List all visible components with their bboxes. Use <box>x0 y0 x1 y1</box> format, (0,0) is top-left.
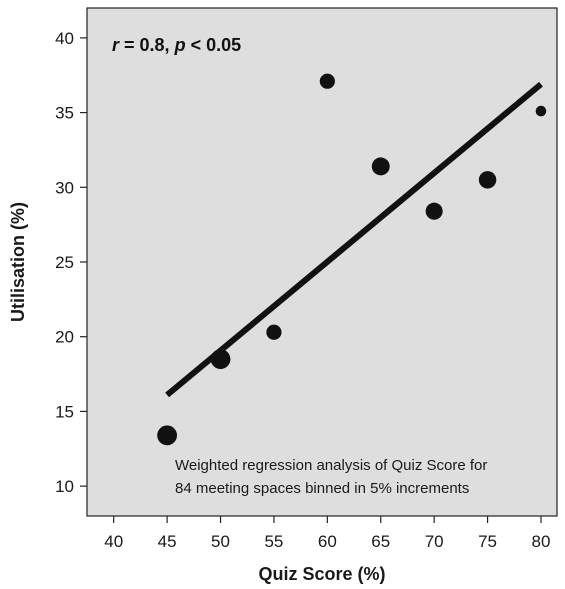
data-point <box>319 73 335 89</box>
y-tick-label: 10 <box>55 477 74 496</box>
x-axis-title: Quiz Score (%) <box>258 564 385 584</box>
data-point <box>266 324 282 340</box>
r-symbol: r <box>112 35 120 55</box>
data-point <box>425 202 443 220</box>
p-symbol: p <box>174 35 186 55</box>
note-line-2: 84 meeting spaces binned in 5% increment… <box>175 480 469 497</box>
x-tick-label: 70 <box>425 532 444 551</box>
x-tick-label: 40 <box>104 532 123 551</box>
data-point <box>210 349 231 370</box>
x-axis: 40 45 50 55 60 65 70 75 80 <box>104 516 550 551</box>
x-tick-label: 55 <box>264 532 283 551</box>
y-axis: 10 15 20 25 30 35 40 <box>55 29 87 496</box>
p-value: < 0.05 <box>186 35 242 55</box>
data-points <box>157 73 547 446</box>
x-tick-label: 45 <box>158 532 177 551</box>
x-tick-label: 65 <box>371 532 390 551</box>
r-value: = 0.8, <box>119 35 175 55</box>
data-point <box>535 105 547 117</box>
y-tick-label: 15 <box>55 402 74 421</box>
data-point <box>371 157 390 176</box>
y-tick-label: 25 <box>55 253 74 272</box>
stat-annotation: r = 0.8, p < 0.05 <box>112 35 241 55</box>
note-line-1: Weighted regression analysis of Quiz Sco… <box>175 457 487 474</box>
x-tick-label: 60 <box>318 532 337 551</box>
data-point <box>157 425 178 446</box>
x-tick-label: 50 <box>211 532 230 551</box>
y-axis-title: Utilisation (%) <box>8 202 28 322</box>
x-tick-label: 75 <box>478 532 497 551</box>
regression-line <box>165 81 543 398</box>
data-point <box>478 171 497 189</box>
y-tick-label: 35 <box>55 104 74 123</box>
x-tick-label: 80 <box>532 532 551 551</box>
y-tick-label: 30 <box>55 178 74 197</box>
y-tick-label: 40 <box>55 29 74 48</box>
y-tick-label: 20 <box>55 328 74 347</box>
